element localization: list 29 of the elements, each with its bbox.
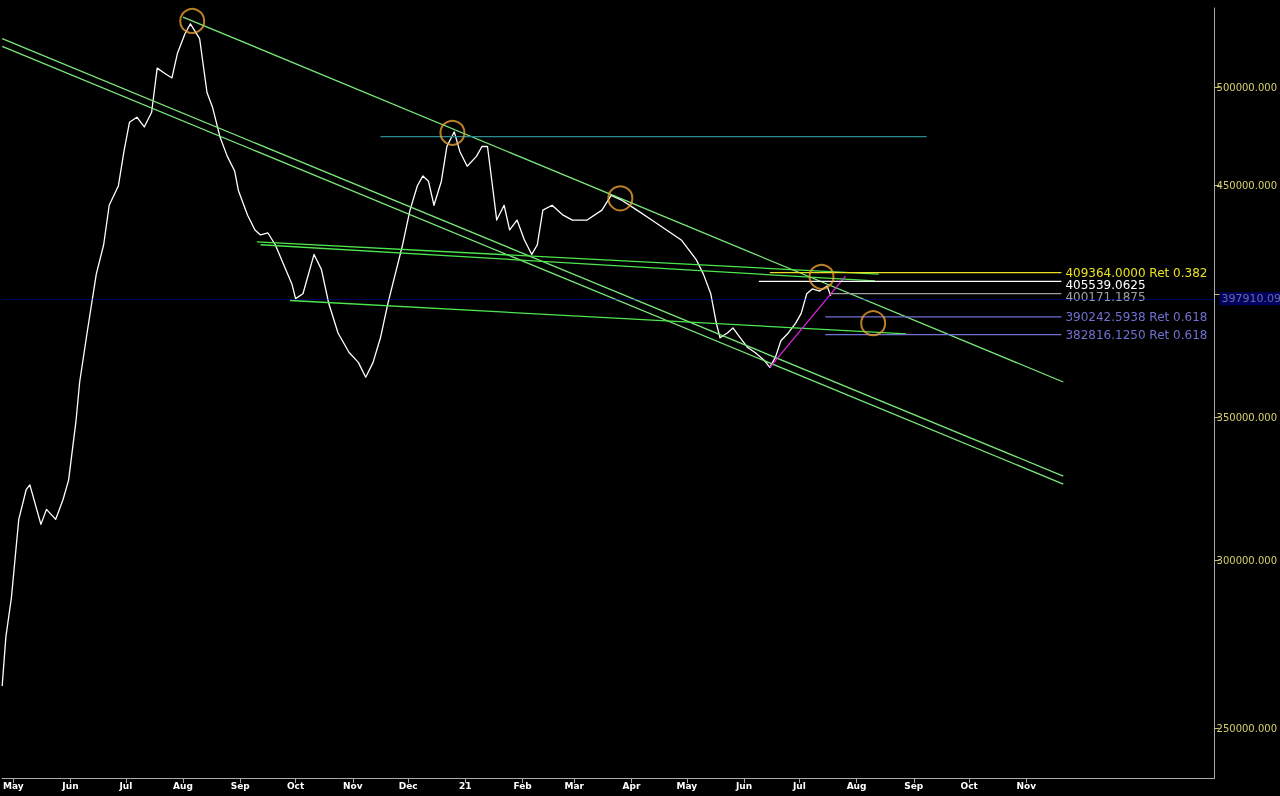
x-tick-label: Dec: [398, 780, 418, 791]
y-tick-label: 350000.000: [1216, 411, 1278, 423]
series-label: 390242.5938 Ret 0.618: [1065, 309, 1208, 324]
series-label: 405539.0625: [1065, 277, 1146, 292]
x-tick-label: Nov: [342, 780, 363, 791]
x-tick-label: Jun: [61, 780, 79, 791]
x-tick-label: Jul: [791, 780, 806, 791]
y-tick-label: 250000.000: [1216, 723, 1278, 735]
x-tick-label: May: [676, 780, 698, 791]
series-label: 382816.1250 Ret 0.618: [1065, 327, 1208, 342]
x-tick-label: May: [2, 780, 24, 791]
y-tick-label: 300000.000: [1216, 554, 1278, 566]
series-label: 409364.0000 Ret 0.382: [1065, 265, 1208, 280]
x-tick-label: Feb: [513, 780, 533, 791]
x-tick-label: Oct: [286, 780, 305, 791]
x-tick-label: Sep: [904, 780, 924, 791]
x-tick-label: Aug: [173, 780, 193, 791]
x-tick-label: 21: [459, 780, 472, 791]
y-tick-label: 450000.000: [1216, 179, 1278, 191]
x-tick-label: Sep: [230, 780, 251, 791]
x-tick-label: Jul: [118, 780, 133, 791]
ref-line-label: 397910.09: [1221, 292, 1280, 306]
x-tick-label: Nov: [1016, 780, 1037, 791]
y-tick-label: 500000.000: [1216, 82, 1278, 94]
x-tick-label: Oct: [960, 780, 979, 791]
x-tick-label: Mar: [564, 780, 585, 791]
x-tick-label: Jun: [734, 780, 753, 791]
x-tick-label: Aug: [846, 780, 867, 791]
x-tick-label: Apr: [622, 780, 641, 791]
